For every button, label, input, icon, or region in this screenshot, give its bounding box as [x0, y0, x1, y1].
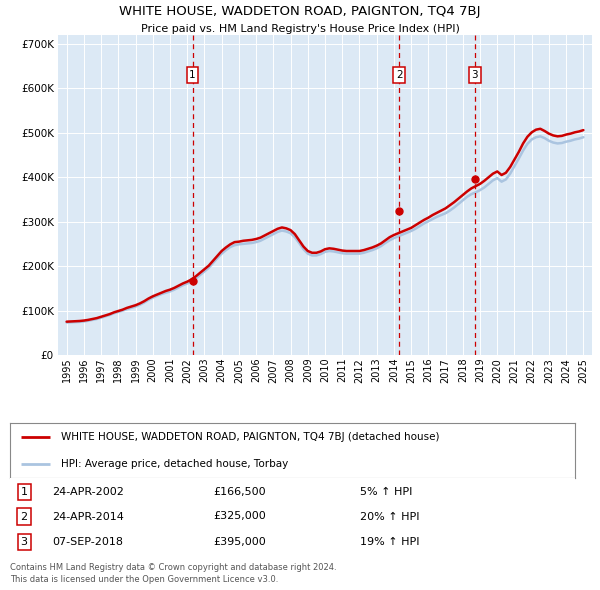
- Text: £325,000: £325,000: [214, 512, 266, 522]
- Text: 1: 1: [20, 487, 28, 497]
- Text: £395,000: £395,000: [214, 537, 266, 547]
- Text: 3: 3: [472, 70, 478, 80]
- Text: 2: 2: [20, 512, 28, 522]
- Text: WHITE HOUSE, WADDETON ROAD, PAIGNTON, TQ4 7BJ (detached house): WHITE HOUSE, WADDETON ROAD, PAIGNTON, TQ…: [61, 432, 439, 442]
- Text: 19% ↑ HPI: 19% ↑ HPI: [360, 537, 420, 547]
- Text: Contains HM Land Registry data © Crown copyright and database right 2024.: Contains HM Land Registry data © Crown c…: [10, 563, 337, 572]
- Text: 5% ↑ HPI: 5% ↑ HPI: [360, 487, 413, 497]
- Text: 2: 2: [396, 70, 403, 80]
- Text: 24-APR-2014: 24-APR-2014: [52, 512, 124, 522]
- Text: 1: 1: [189, 70, 196, 80]
- Text: Price paid vs. HM Land Registry's House Price Index (HPI): Price paid vs. HM Land Registry's House …: [140, 24, 460, 34]
- Text: 24-APR-2002: 24-APR-2002: [52, 487, 124, 497]
- Text: 07-SEP-2018: 07-SEP-2018: [52, 537, 124, 547]
- Text: This data is licensed under the Open Government Licence v3.0.: This data is licensed under the Open Gov…: [10, 575, 278, 585]
- Text: 20% ↑ HPI: 20% ↑ HPI: [360, 512, 420, 522]
- Text: WHITE HOUSE, WADDETON ROAD, PAIGNTON, TQ4 7BJ: WHITE HOUSE, WADDETON ROAD, PAIGNTON, TQ…: [119, 5, 481, 18]
- Text: 3: 3: [20, 537, 28, 547]
- Text: £166,500: £166,500: [214, 487, 266, 497]
- Text: HPI: Average price, detached house, Torbay: HPI: Average price, detached house, Torb…: [61, 458, 288, 468]
